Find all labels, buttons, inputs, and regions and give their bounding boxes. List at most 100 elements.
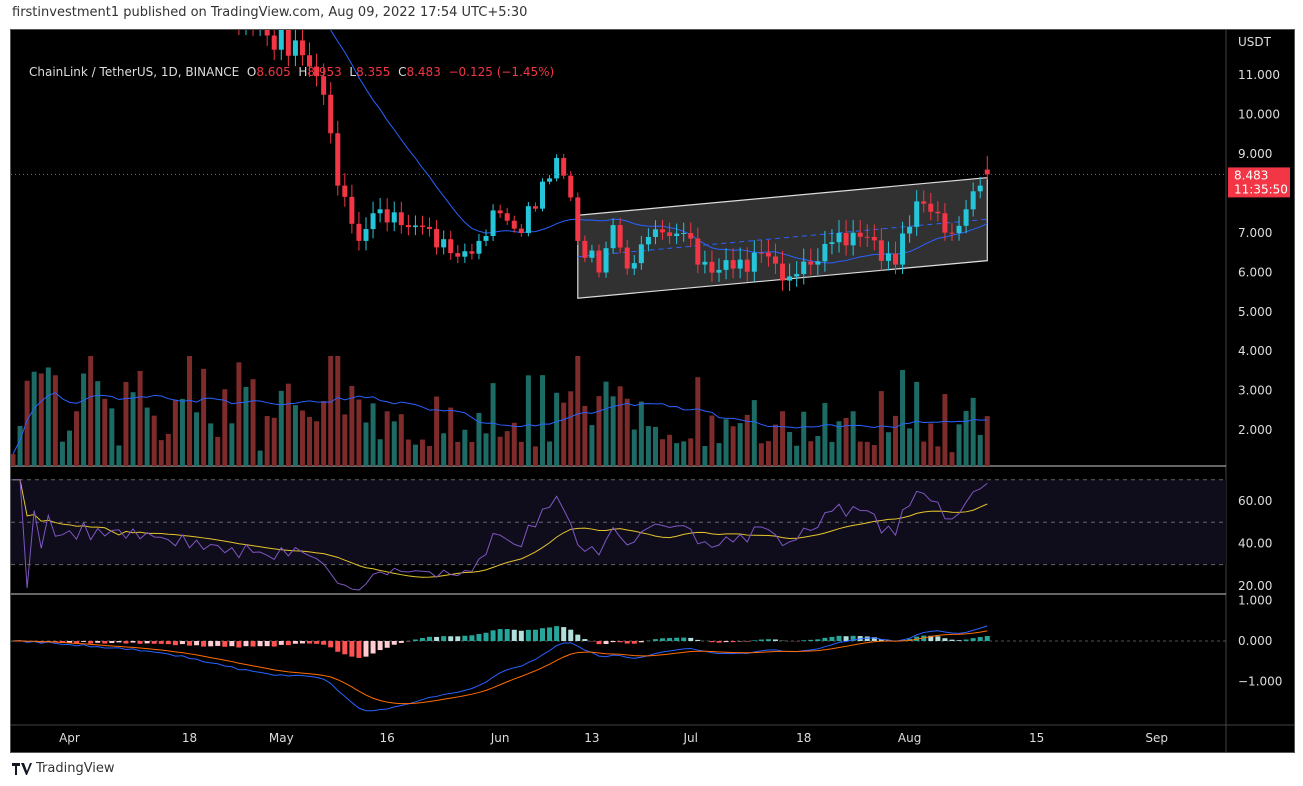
macd-histogram-bar: [878, 639, 884, 641]
volume-bar: [419, 439, 425, 466]
volume-bar: [596, 396, 602, 466]
volume-bar: [102, 398, 108, 466]
volume-bar: [187, 356, 192, 466]
volume-bar: [518, 441, 524, 466]
macd-histogram-bar: [377, 641, 383, 651]
volume-bar: [179, 398, 185, 466]
candle-body: [462, 251, 468, 257]
time-tick-label: Sep: [1145, 731, 1168, 745]
macd-histogram-bar: [730, 641, 736, 643]
candle-body: [885, 253, 891, 261]
candle-body: [914, 201, 920, 227]
macd-histogram-bar: [222, 641, 228, 647]
candle-body: [652, 229, 658, 237]
macd-histogram-bar: [95, 641, 101, 643]
macd-histogram-bar: [970, 638, 976, 641]
macd-histogram-bar: [356, 641, 362, 658]
macd-histogram-bar: [187, 641, 192, 646]
macd-histogram-bar: [349, 641, 355, 657]
macd-histogram-bar: [547, 627, 553, 641]
candle-body: [575, 197, 581, 241]
volume-bar: [11, 454, 16, 466]
volume-bar: [370, 403, 376, 466]
candle-body: [356, 223, 362, 241]
volume-bar: [328, 356, 334, 466]
macd-histogram-bar: [448, 636, 454, 641]
macd-histogram-bar: [956, 640, 962, 641]
price-tick-label: 10.000: [1238, 108, 1280, 122]
tradingview-logo[interactable]: TradingView: [12, 761, 115, 776]
candle-body: [857, 232, 863, 237]
price-tick-label: 11.000: [1238, 68, 1280, 82]
volume-bar: [194, 412, 200, 466]
macd-tick-label: −1.000: [1238, 675, 1282, 689]
volume-bar: [391, 421, 397, 466]
candle-body: [660, 229, 666, 233]
macd-histogram-bar: [660, 638, 666, 641]
tradingview-logo-icon: [12, 762, 32, 775]
candle-body: [299, 40, 305, 56]
macd-histogram-bar: [525, 629, 531, 641]
candle-body: [476, 240, 482, 254]
volume-bar: [455, 441, 461, 466]
chart-frame[interactable]: USDT 11.000 10.000 9.000 7.000 6.000 5.000 4.00…: [10, 29, 1295, 753]
candle-body: [737, 259, 743, 269]
volume-bar: [780, 411, 786, 466]
volume-bar: [907, 428, 913, 466]
last-price-badge: [1228, 167, 1290, 198]
macd-histogram-bar: [299, 641, 305, 644]
volume-bar: [511, 422, 517, 466]
candle-body: [970, 191, 976, 210]
macd-histogram-bar: [575, 634, 581, 641]
macd-histogram-bar: [257, 641, 263, 647]
macd-histogram-bar: [412, 639, 418, 641]
tradingview-brand: TradingView: [36, 761, 115, 776]
macd-histogram-bar: [476, 634, 482, 641]
volume-bar: [801, 411, 807, 466]
macd-histogram-bar: [236, 641, 242, 648]
price-tick-label: 6.000: [1238, 266, 1272, 280]
volume-bar: [363, 422, 369, 466]
volume-bar: [335, 356, 341, 466]
volume-bar: [617, 386, 623, 466]
macd-histogram-bar: [434, 636, 440, 641]
volume-bar: [243, 386, 249, 466]
macd-histogram-bar: [561, 627, 567, 641]
candle-body: [942, 213, 948, 233]
volume-bar: [116, 445, 122, 466]
macd-histogram-bar: [370, 641, 376, 654]
volume-bar: [871, 445, 877, 466]
chart-canvas[interactable]: USDT 11.000 10.000 9.000 7.000 6.000 5.000 4.00…: [11, 30, 1294, 752]
price-tick-label: 7.000: [1238, 226, 1272, 240]
macd-histogram-bar: [681, 637, 687, 641]
volume-bar: [688, 438, 694, 466]
candle-body: [307, 55, 313, 67]
time-tick-label: May: [269, 731, 294, 745]
candle-body: [547, 178, 553, 182]
time-tick-label: 18: [796, 731, 811, 745]
price-tick-label: 2.000: [1238, 423, 1272, 437]
volume-bar: [702, 446, 708, 466]
macd-histogram-bar: [172, 641, 178, 646]
open-label: O: [246, 65, 257, 79]
macd-histogram-bar: [144, 641, 150, 644]
candle-body: [412, 225, 418, 228]
volume-bar: [765, 441, 771, 466]
candle-body: [815, 261, 821, 265]
published-caption: firstinvestment1 published on TradingVie…: [12, 5, 528, 20]
candle-body: [278, 30, 284, 50]
volume-bar: [730, 426, 736, 466]
volume-bar: [504, 431, 510, 466]
volume-bar: [751, 400, 757, 466]
macd-histogram-bar: [801, 640, 807, 641]
candle-body: [900, 233, 906, 265]
volume-ma-line: [12, 392, 988, 455]
time-tick-label: Apr: [59, 731, 80, 745]
volume-bar: [525, 375, 531, 466]
time-tick-label: 13: [584, 731, 599, 745]
volume-bar: [885, 432, 891, 466]
macd-histogram-bar: [850, 635, 856, 641]
volume-bar: [532, 446, 538, 466]
volume-bar: [935, 446, 941, 466]
volume-bar: [236, 362, 242, 466]
